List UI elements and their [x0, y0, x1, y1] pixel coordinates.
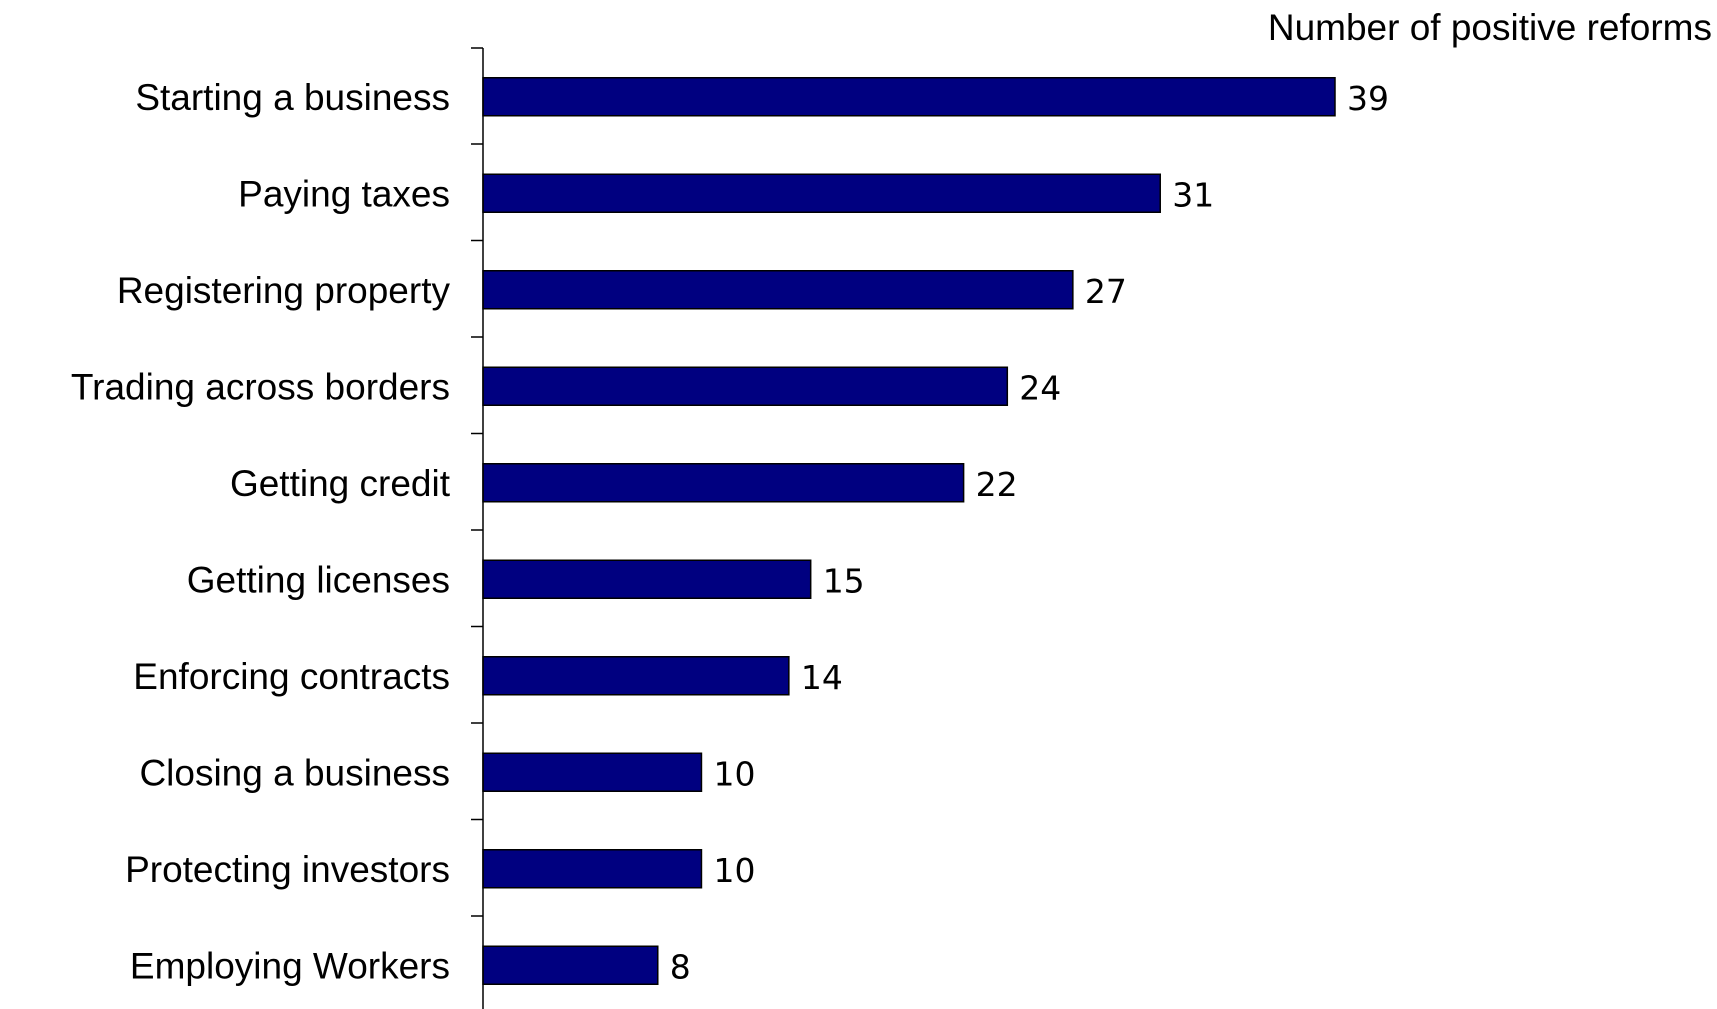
- value-labels-group: 39 31 27 24 22 15 14 10 10 8: [670, 79, 1389, 987]
- bar: [482, 366, 1009, 406]
- category-label: Employing Workers: [130, 945, 450, 986]
- category-label: Enforcing contracts: [133, 656, 450, 697]
- value-label: 10: [713, 851, 755, 890]
- bar: [482, 752, 703, 792]
- category-label: Closing a business: [139, 752, 450, 793]
- axis-title: Number of positive reforms: [1268, 7, 1712, 48]
- value-label: 39: [1347, 79, 1389, 118]
- category-label: Getting licenses: [187, 559, 450, 600]
- bar: [482, 559, 812, 599]
- category-label: Trading across borders: [71, 366, 450, 407]
- value-label: 8: [670, 947, 691, 986]
- bar: [482, 77, 1336, 117]
- bar: [482, 463, 965, 503]
- value-label: 10: [713, 754, 755, 793]
- value-label: 24: [1019, 368, 1061, 407]
- category-label: Paying taxes: [238, 173, 450, 214]
- bar: [482, 849, 703, 889]
- value-label: 22: [976, 465, 1018, 504]
- category-labels-group: Starting a business Paying taxes Registeri…: [71, 77, 451, 987]
- category-label: Starting a business: [135, 77, 450, 118]
- y-axis-group: [471, 47, 484, 1009]
- bars-group: [482, 77, 1336, 985]
- category-label: Registering property: [117, 270, 451, 311]
- bar: [482, 656, 790, 696]
- category-label: Getting credit: [230, 463, 451, 504]
- value-label: 31: [1172, 175, 1214, 214]
- value-label: 14: [801, 658, 843, 697]
- bar: [482, 270, 1074, 310]
- category-label: Protecting investors: [125, 849, 450, 890]
- bar: [482, 173, 1161, 213]
- bar: [482, 945, 659, 985]
- value-label: 15: [823, 561, 865, 600]
- value-label: 27: [1085, 272, 1127, 311]
